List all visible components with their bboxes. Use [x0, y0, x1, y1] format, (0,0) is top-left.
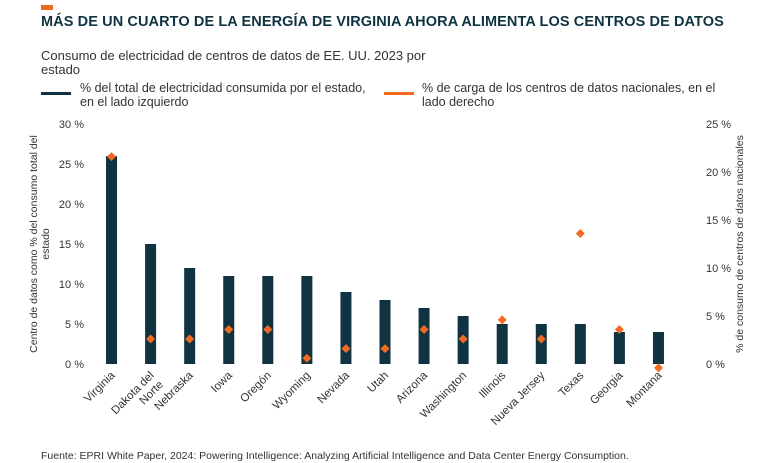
x-category-label: Dakota delNorte [109, 370, 166, 427]
y-right-tick-label: 20 % [706, 167, 731, 179]
marker-8 [380, 344, 390, 354]
x-category-label: Wyoming [271, 370, 313, 412]
marker-11 [497, 315, 507, 325]
legend-swatch-bar [41, 92, 71, 95]
bar-5 [262, 276, 274, 364]
x-category-label: Arizona [394, 369, 430, 405]
chart-title: MÁS DE UN CUARTO DE LA ENERGÍA DE VIRGIN… [41, 14, 724, 30]
marker-4 [224, 324, 234, 334]
marker-12 [536, 334, 546, 344]
y-left-tick-label: 25 % [59, 159, 84, 171]
y-left-axis-title: Centro de datos como % del consumo total… [28, 135, 52, 353]
y-left-tick-label: 20 % [59, 199, 84, 211]
y-right-axis-title: % de consumo de centros de datos naciona… [734, 135, 746, 353]
x-category-label: Nevada [316, 369, 353, 406]
bar-11 [496, 324, 508, 364]
marker-5 [263, 324, 273, 334]
x-category-label: Oregón [238, 370, 274, 406]
y-left-tick-label: 0 % [65, 359, 84, 371]
y-right-tick-label: 25 % [706, 119, 731, 131]
marker-3 [185, 334, 195, 344]
x-category-label: Iowa [209, 369, 235, 395]
bar-13 [574, 324, 586, 364]
bar-2 [145, 244, 157, 364]
y-left-tick-label: 10 % [59, 279, 84, 291]
x-category-label: Texas [557, 369, 587, 399]
marker-10 [458, 334, 468, 344]
bar-15 [652, 332, 664, 364]
y-right-tick-label: 10 % [706, 263, 731, 275]
legend-label-marker: % de carga de los centros de datos nacio… [422, 81, 716, 109]
marker-15 [653, 363, 663, 373]
marker-1 [107, 152, 117, 162]
bar-9 [418, 308, 430, 364]
x-category-label: Montana [624, 369, 665, 410]
bar-3 [184, 268, 196, 364]
x-category-label: Virginia [82, 369, 118, 405]
marker-13 [575, 228, 585, 238]
x-category-label: Utah [365, 370, 391, 396]
source-note: Fuente: EPRI White Paper, 2024: Powering… [41, 450, 629, 462]
legend-swatch-marker [384, 92, 414, 95]
bar-6 [301, 276, 313, 364]
title-accent-bar [41, 5, 53, 10]
chart-subtitle: Consumo de electricidad de centros de da… [41, 48, 426, 77]
bar-4 [223, 276, 235, 364]
bar-12 [535, 324, 547, 364]
y-right-tick-label: 15 % [706, 215, 731, 227]
legend-label-bar: % del total de electricidad consumida po… [80, 81, 366, 109]
bar-7 [340, 292, 352, 364]
y-left-tick-label: 15 % [59, 239, 84, 251]
marker-7 [341, 344, 351, 354]
x-category-label: Georgia [588, 369, 626, 407]
marker-9 [419, 324, 429, 334]
marker-6 [302, 353, 312, 363]
marker-14 [614, 324, 624, 334]
y-right-tick-label: 5 % [706, 311, 725, 323]
bar-8 [379, 300, 391, 364]
y-right-tick-label: 0 % [706, 359, 725, 371]
bar-1 [106, 156, 118, 364]
bar-14 [613, 332, 625, 364]
y-left-tick-label: 5 % [65, 319, 84, 331]
x-category-label: Illinois [477, 369, 508, 400]
marker-2 [146, 334, 156, 344]
y-left-tick-label: 30 % [59, 119, 84, 131]
